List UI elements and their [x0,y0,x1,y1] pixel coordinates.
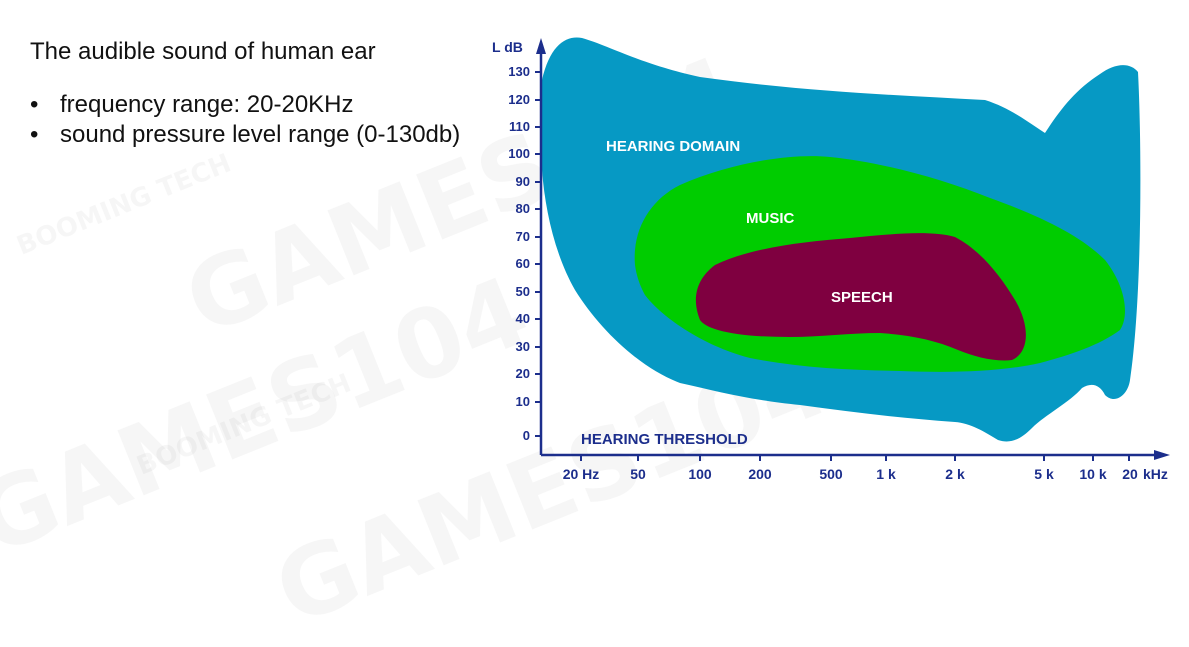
x-axis-arrow [1154,450,1170,460]
y-tick-label: 0 [523,428,530,443]
y-tick-label: 40 [516,311,530,326]
y-tick-label: 80 [516,201,530,216]
music-label: MUSIC [746,210,795,227]
y-tick-label: 110 [509,119,530,134]
y-tick-label: 120 [508,92,530,107]
speech-label: SPEECH [831,289,893,306]
hearing-domain-label: HEARING DOMAIN [606,138,740,155]
hearing-threshold-label: HEARING THRESHOLD [581,431,748,448]
x-tick-label: 1 k [876,466,896,482]
hearing-range-diagram: L dB 130 120 110 100 90 80 70 60 50 40 3… [492,37,1170,482]
x-axis-unit: kHz [1143,466,1168,482]
slide-title: The audible sound of human ear [30,38,376,65]
y-axis-label: L dB [492,39,523,55]
x-tick-label: 20 [1122,466,1138,482]
y-tick-label: 70 [516,229,530,244]
x-tick-marks [580,455,1130,461]
speech-region [695,233,1026,361]
x-tick-label: 20 Hz [563,466,600,482]
x-ticks: 20 Hz 50 100 200 500 1 k 2 k 5 k 10 k 20 [563,466,1138,482]
y-tick-label: 50 [516,284,530,299]
slide: GAMES104 GAMES104 GAMES104 BOOMING TECH … [0,0,1189,507]
x-tick-label: 10 k [1079,466,1106,482]
y-ticks: 130 120 110 100 90 80 70 60 50 40 30 20 … [508,64,530,443]
y-tick-label: 60 [516,256,530,271]
y-tick-label: 130 [508,64,530,79]
x-tick-label: 2 k [945,466,965,482]
y-tick-label: 20 [516,366,530,381]
x-tick-label: 100 [688,466,712,482]
y-tick-label: 10 [516,394,530,409]
y-tick-label: 90 [516,174,530,189]
x-tick-label: 50 [630,466,646,482]
bullet-spl-range: sound pressure level range (0-130db) [30,120,460,150]
y-tick-label: 30 [516,339,530,354]
y-tick-marks [535,71,541,437]
y-tick-label: 100 [508,146,530,161]
x-tick-label: 200 [748,466,772,482]
y-axis-arrow [536,38,546,54]
bullet-list: frequency range: 20-20KHz sound pressure… [30,90,460,150]
bullet-frequency-range: frequency range: 20-20KHz [30,90,460,120]
x-tick-label: 5 k [1034,466,1054,482]
x-tick-label: 500 [819,466,843,482]
